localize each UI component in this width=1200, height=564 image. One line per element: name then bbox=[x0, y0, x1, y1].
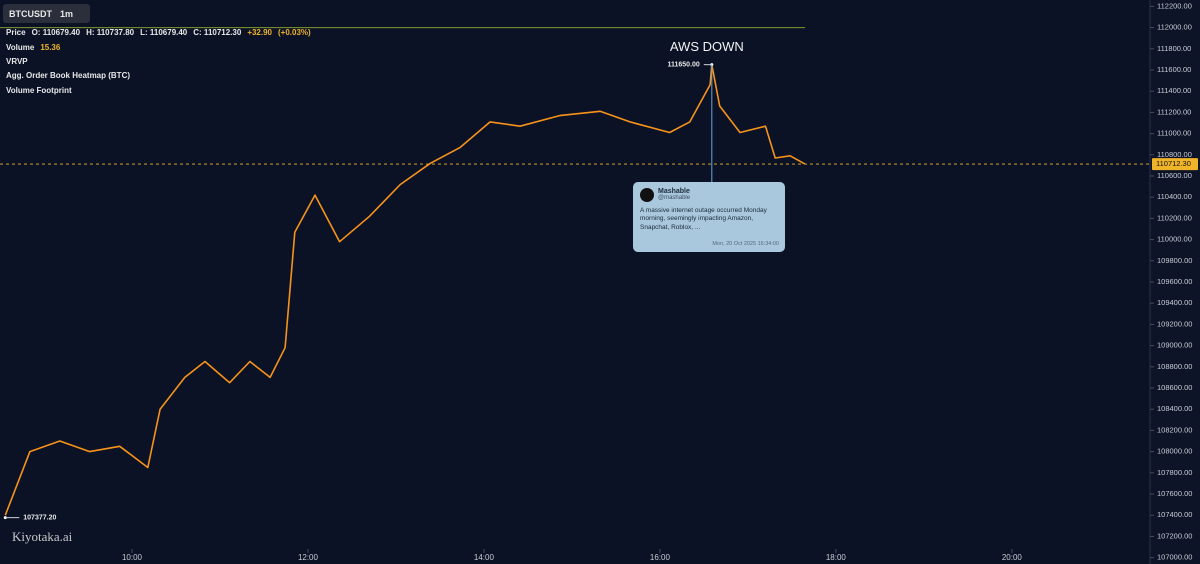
indicator[interactable]: Volume Footprint bbox=[6, 86, 72, 95]
x-tick-label: 20:00 bbox=[1002, 553, 1023, 562]
y-tick-label: 107800.00 bbox=[1157, 468, 1192, 477]
last-price-label: 110712.30 bbox=[1156, 159, 1191, 168]
y-tick-label: 108600.00 bbox=[1157, 383, 1192, 392]
price-axis bbox=[1150, 0, 1200, 564]
low: L: 110679.40 bbox=[140, 28, 188, 37]
symbol-selector[interactable]: BTCUSDT 1m bbox=[3, 4, 90, 23]
open: O: 110679.40 bbox=[31, 28, 81, 37]
x-tick-label: 10:00 bbox=[122, 553, 143, 562]
y-tick-label: 109400.00 bbox=[1157, 298, 1192, 307]
last-price-box bbox=[1152, 158, 1198, 171]
y-tick-label: 109000.00 bbox=[1157, 341, 1192, 350]
volume-value: 15.36 bbox=[40, 43, 61, 52]
high: H: 110737.80 bbox=[86, 28, 135, 37]
price-label: Price bbox=[6, 28, 26, 37]
y-tick-label: 111400.00 bbox=[1157, 86, 1191, 95]
close: C: 110712.30 bbox=[193, 28, 242, 37]
y-tick-label: 111200.00 bbox=[1157, 107, 1191, 116]
y-tick-label: 111600.00 bbox=[1157, 65, 1191, 74]
y-tick-label: 108200.00 bbox=[1157, 425, 1192, 434]
indicator[interactable]: Agg. Order Book Heatmap (BTC) bbox=[6, 71, 131, 80]
y-tick-label: 107600.00 bbox=[1157, 489, 1192, 498]
annotation-title: AWS DOWN bbox=[670, 39, 744, 54]
y-tick-label: 108800.00 bbox=[1157, 362, 1192, 371]
avatar bbox=[640, 188, 654, 202]
tweet-handle: @mashable bbox=[658, 195, 691, 201]
volume-row: Volume 15.36 bbox=[6, 43, 60, 52]
price-line bbox=[4, 63, 806, 516]
y-tick-label: 109200.00 bbox=[1157, 319, 1192, 328]
y-tick-label: 110000.00 bbox=[1157, 235, 1192, 244]
tweet-name: Mashable bbox=[658, 188, 690, 195]
x-tick-label: 12:00 bbox=[298, 553, 319, 562]
y-tick-label: 110200.00 bbox=[1157, 213, 1192, 222]
ohlc-row: Price O: 110679.40 H: 110737.80 L: 11067… bbox=[6, 28, 311, 37]
indicator[interactable]: VRVP bbox=[6, 57, 28, 66]
tweet-card[interactable]: Mashable @mashable A massive internet ou… bbox=[633, 182, 785, 252]
y-tick-label: 110800.00 bbox=[1157, 150, 1192, 159]
y-tick-label: 108400.00 bbox=[1157, 404, 1192, 413]
y-tick-label: 109800.00 bbox=[1157, 256, 1192, 265]
tweet-date: Mon, 20 Oct 2025 16:34:00 bbox=[712, 241, 779, 247]
y-tick-label: 111800.00 bbox=[1157, 44, 1191, 53]
volume-label: Volume bbox=[6, 43, 35, 52]
tweet-body: A massive internet outage occurred Monda… bbox=[640, 207, 767, 231]
y-tick-label: 112200.00 bbox=[1157, 1, 1192, 10]
y-tick-label: 107000.00 bbox=[1157, 553, 1192, 562]
y-tick-label: 109600.00 bbox=[1157, 277, 1192, 286]
interval: 1m bbox=[60, 8, 74, 19]
symbol: BTCUSDT bbox=[9, 8, 52, 19]
x-tick-label: 18:00 bbox=[826, 553, 847, 562]
y-tick-label: 107400.00 bbox=[1157, 510, 1192, 519]
change-pct: (+0.03%) bbox=[278, 28, 311, 37]
x-tick-label: 14:00 bbox=[474, 553, 495, 562]
y-tick-label: 110400.00 bbox=[1157, 192, 1192, 201]
change: +32.90 bbox=[247, 28, 273, 37]
y-tick-label: 112000.00 bbox=[1157, 23, 1192, 32]
annotation-label: 107377.20 bbox=[23, 514, 56, 521]
watermark: Kiyotaka.ai bbox=[12, 529, 73, 544]
y-tick-label: 111000.00 bbox=[1157, 129, 1191, 138]
y-tick-label: 108000.00 bbox=[1157, 447, 1192, 456]
x-tick-label: 16:00 bbox=[650, 553, 671, 562]
y-tick-label: 110600.00 bbox=[1157, 171, 1192, 180]
y-tick-label: 107200.00 bbox=[1157, 531, 1192, 540]
annotation-label: 111650.00 bbox=[667, 62, 699, 69]
